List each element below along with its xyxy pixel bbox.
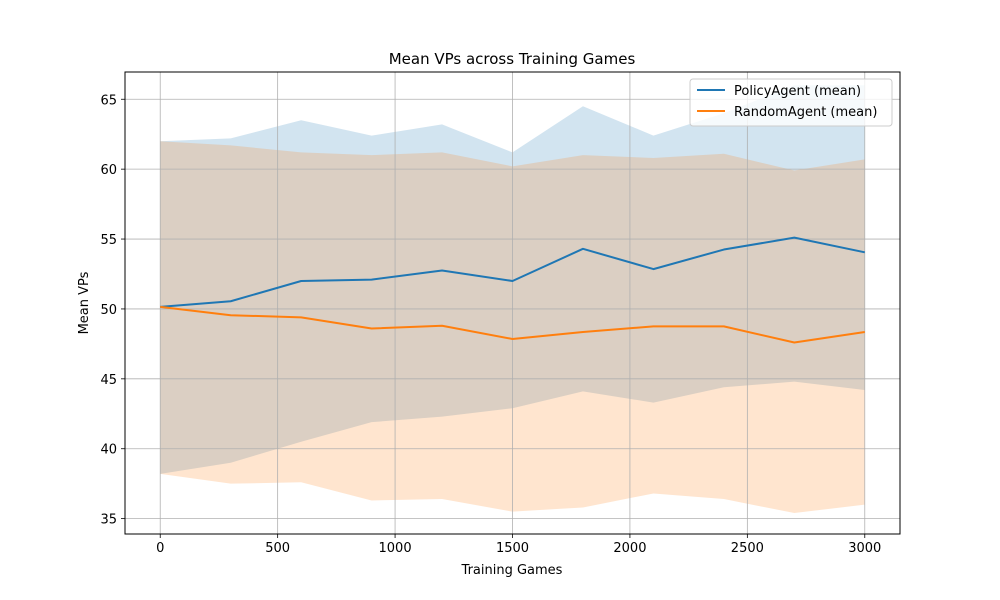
grid-lines [125, 72, 900, 534]
y-tick-label: 65 [100, 93, 117, 108]
y-axis-ticks: 35 40 45 50 55 60 65 [100, 93, 125, 528]
legend-box [689, 78, 893, 127]
y-tick-label: 55 [100, 233, 117, 248]
legend-label-random: RandomAgent (mean) [734, 105, 877, 120]
y-axis-label: Mean VPs [77, 271, 92, 334]
y-tick-label: 35 [100, 513, 117, 528]
legend: PolicyAgent (mean) RandomAgent (mean) [689, 78, 893, 127]
x-tick-label: 2500 [731, 541, 764, 556]
x-tick-label: 500 [265, 541, 290, 556]
x-tick-label: 3000 [848, 541, 881, 556]
chart-title: Mean VPs across Training Games [389, 50, 636, 68]
x-axis-label: Training Games [461, 563, 563, 578]
x-axis-ticks: 0 500 1000 1500 2000 2500 3000 [156, 534, 881, 556]
y-tick-label: 40 [100, 443, 117, 458]
y-tick-label: 60 [100, 163, 117, 178]
legend-label-policy: PolicyAgent (mean) [734, 84, 861, 99]
y-tick-label: 45 [100, 373, 117, 388]
x-tick-label: 1500 [496, 541, 529, 556]
series-lines [160, 236, 865, 344]
y-tick-label: 50 [100, 303, 117, 318]
series-line-policy [160, 236, 865, 308]
x-tick-label: 1000 [379, 541, 412, 556]
x-tick-label: 2000 [613, 541, 646, 556]
series-line-random [160, 305, 865, 344]
x-tick-label: 0 [156, 541, 164, 556]
